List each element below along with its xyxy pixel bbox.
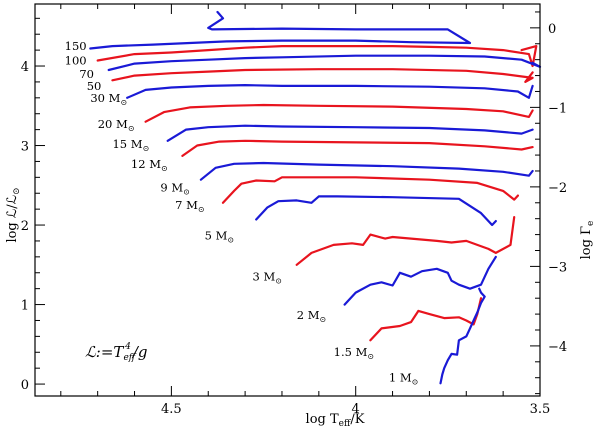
track-2-msun (343, 255, 497, 306)
track-30-msun (126, 84, 534, 99)
mass-label-7: 7 M⊙ (175, 198, 204, 214)
tick-labels: 4.5 4 3.5 0 1 2 3 4 0 −1 −2 −3 −4 (21, 22, 567, 417)
track-1-msun (439, 287, 486, 385)
formula-annotation: ℒ:=Teff4/g (85, 342, 148, 363)
mass-label-12: 12 M⊙ (131, 157, 168, 173)
track-150-msun (89, 10, 472, 50)
x-tick-label: 4.5 (161, 402, 182, 417)
y-tick-label: 0 (21, 378, 29, 393)
y-tick-label: 1 (21, 299, 29, 314)
mass-label-70: 70 (79, 67, 94, 81)
y-tick-label: 3 (21, 140, 29, 155)
mass-label-5: 5 M⊙ (205, 228, 234, 244)
track-50-msun (111, 68, 534, 83)
axis-ticks (35, 4, 541, 396)
mass-label-2: 2 M⊙ (297, 308, 326, 324)
mass-label-100: 100 (65, 53, 87, 67)
mass-label-50: 50 (87, 79, 102, 93)
mass-label-1: 1 M⊙ (389, 371, 418, 387)
y2-axis-title: log Γe (579, 221, 596, 260)
x-tick-label: 3.5 (530, 402, 551, 417)
plot-frame (34, 3, 541, 397)
mass-label-20: 20 M⊙ (98, 117, 135, 133)
track-9-msun (199, 161, 534, 181)
mass-label-9: 9 M⊙ (160, 181, 189, 197)
track-15-msun (166, 124, 534, 142)
y2-tick-label: −2 (548, 181, 567, 196)
mass-label-3: 3 M⊙ (253, 270, 282, 286)
mass-label-1.5: 1.5 M⊙ (334, 345, 374, 361)
mass-label-150: 150 (65, 39, 87, 53)
y2-tick-label: −3 (548, 260, 567, 275)
track-70-msun (107, 54, 542, 72)
track-100-msun (96, 45, 538, 68)
evolutionary-tracks (89, 10, 542, 385)
track-7-msun (221, 176, 519, 204)
track-20-msun (144, 103, 534, 123)
track-1.5-msun (369, 297, 483, 342)
track-12-msun (181, 139, 534, 157)
track-5-msun (255, 195, 497, 227)
y2-tick-label: −4 (548, 340, 567, 355)
mass-label-15: 15 M⊙ (112, 137, 149, 153)
mass-label-30: 30 M⊙ (90, 91, 127, 107)
y2-tick-label: −1 (548, 101, 567, 116)
y-axis-title: log ℒ/ℒ⊙ (5, 187, 22, 242)
y-tick-label: 4 (21, 60, 29, 75)
track-3-msun (295, 216, 516, 266)
y-tick-label: 2 (21, 219, 29, 234)
y2-tick-label: 0 (548, 22, 556, 37)
x-tick-label: 4 (352, 402, 360, 417)
x-axis-title: log Teff/K (306, 412, 365, 429)
